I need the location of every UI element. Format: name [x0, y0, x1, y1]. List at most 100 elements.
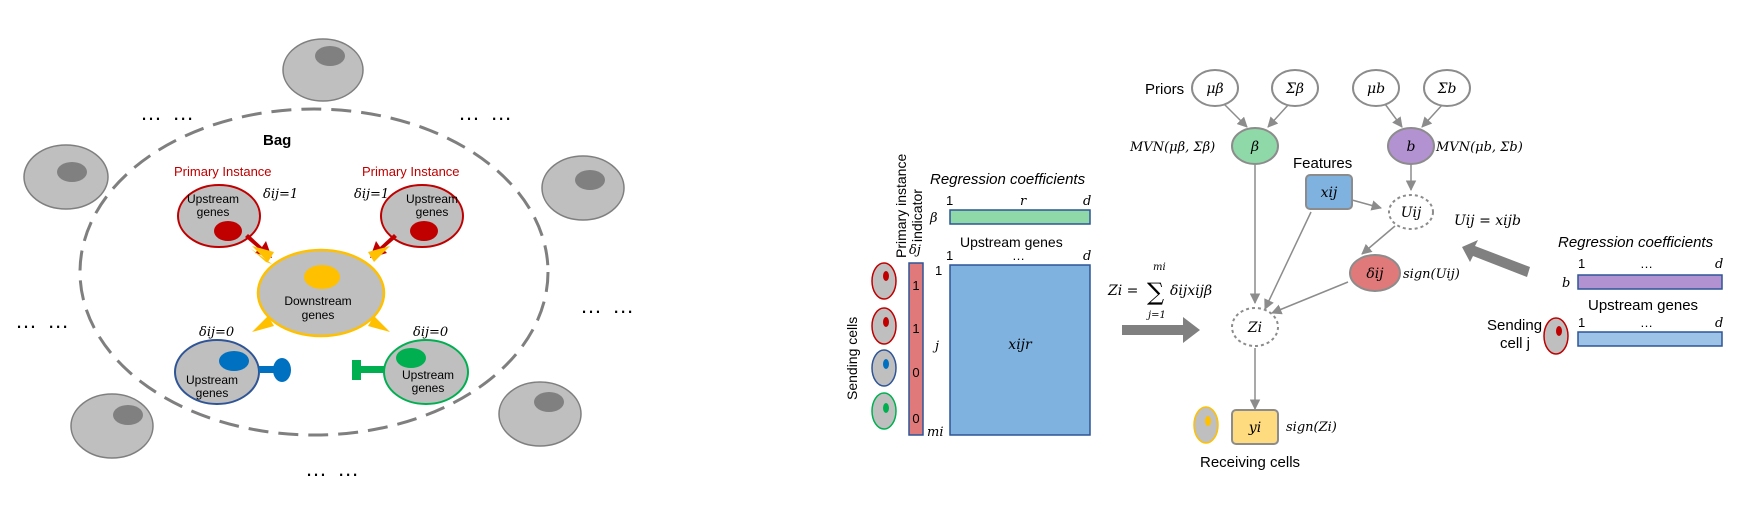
sending-cell-1 [871, 262, 897, 300]
middle-panel: Primary instance indicator Sending cells… [844, 154, 1091, 440]
ellipsis-top-left: … … [140, 100, 196, 125]
svg-text:β: β [1250, 139, 1259, 155]
sign-z-label: sign(Zi) [1286, 420, 1337, 435]
right-panel: Priors μβ Σβ μb Σb β MVN(μβ, Σβ) b MVN(μ… [1107, 69, 1723, 471]
delta-j-label: δj [909, 243, 921, 258]
sending-cell-label: Sending [1487, 317, 1542, 334]
svg-text:yi: yi [1248, 420, 1261, 436]
beta-bar [949, 209, 1091, 225]
outer-cells [23, 38, 625, 459]
svg-text:b: b [1407, 139, 1416, 155]
upstream-bar [1577, 331, 1723, 347]
mu-b-node: μb [1352, 69, 1400, 107]
b-idx-1: 1 [1578, 256, 1585, 271]
sending-cell-j-icon [1543, 317, 1569, 355]
outer-cell [70, 393, 154, 459]
beta-idx-r: r [1020, 194, 1027, 209]
matrix-idx-1-left: 1 [935, 263, 942, 278]
delta-zero-right: δij=0 [413, 325, 448, 340]
svg-text:Σb: Σb [1437, 81, 1457, 97]
b-bar [1577, 274, 1723, 290]
outer-cell [23, 144, 109, 210]
u-formula: Uij = xijb [1454, 213, 1521, 229]
svg-text:δijxijβ: δijxijβ [1170, 283, 1212, 299]
matrix-idx-j: j [932, 339, 939, 354]
left-panel: … … … … … … … … … … Bag Primary Instance… [15, 38, 634, 481]
outer-cell [282, 38, 364, 102]
primary-instance-right-label: Primary Instance [362, 164, 460, 179]
sending-cells-label: Sending cells [844, 317, 860, 400]
svg-text:δij: δij [1366, 266, 1384, 282]
indicator-value-3: 0 [912, 365, 919, 380]
features-label: Features [1293, 155, 1352, 172]
svg-text:xij: xij [1321, 185, 1338, 201]
sigma-b-node: Σb [1423, 69, 1471, 107]
primary-indicator-label-2: indicator [909, 189, 925, 242]
up-idx-d: d [1715, 316, 1723, 331]
up-hdots: … [1640, 315, 1653, 330]
green-cell: Upstream genes [352, 339, 469, 405]
ellipsis-left: … … [15, 308, 71, 333]
delta-one-left: δij=1 [263, 187, 298, 202]
delta-zero-left: δij=0 [199, 325, 234, 340]
sending-cell-2 [871, 307, 897, 345]
beta-node: β [1231, 127, 1279, 165]
mu-beta-node: μβ [1191, 69, 1239, 107]
bag-boundary [78, 107, 550, 437]
y-i-node: yi [1231, 409, 1279, 445]
big-arrow-right [1462, 240, 1530, 277]
right-upstream-genes-label: Upstream genes [1588, 297, 1698, 314]
outer-cell [541, 155, 625, 221]
indicator-value-1: 1 [912, 278, 919, 293]
beta-idx-1: 1 [946, 193, 953, 208]
svg-text:mi: mi [1153, 262, 1166, 273]
delta-one-right: δij=1 [354, 187, 389, 202]
mvn-b-label: MVN(μb, Σb) [1435, 140, 1523, 155]
downstream-genes-line1: Downstream [284, 294, 351, 308]
sending-cell-j-label: cell j [1500, 335, 1530, 352]
ellipsis-top-right: … … [458, 100, 514, 125]
sign-u-label: sign(Uij) [1403, 267, 1460, 282]
outer-cell [498, 381, 582, 447]
z-i-node: Zi [1231, 307, 1279, 347]
svg-text:μb: μb [1367, 81, 1385, 97]
matrix-idx-d: d [1083, 249, 1091, 264]
upstream-genes-label: Upstream genes [187, 192, 239, 219]
up-idx-1: 1 [1578, 315, 1585, 330]
right-regression-label: Regression coefficients [1558, 234, 1714, 251]
x-matrix [949, 264, 1091, 436]
indicator-value-4: 0 [912, 411, 919, 426]
matrix-idx-mi: mi [927, 425, 944, 440]
svg-text:j=1: j=1 [1146, 310, 1166, 321]
upstream-genes-header: Upstream genes [960, 234, 1063, 250]
priors-label: Priors [1145, 81, 1184, 98]
big-arrow-middle [1122, 317, 1200, 343]
mvn-beta-label: MVN(μβ, Σβ) [1129, 140, 1215, 155]
blue-cell: Upstream genes [174, 339, 291, 405]
beta-bar-label: β [929, 211, 938, 226]
svg-text:Σβ: Σβ [1285, 81, 1304, 97]
primary-instance-left-label: Primary Instance [174, 164, 272, 179]
b-hdots: … [1640, 256, 1653, 271]
b-idx-d: d [1715, 257, 1723, 272]
downstream-genes-line2: genes [302, 308, 335, 322]
u-ij-node: Uij [1388, 194, 1434, 230]
bag-label: Bag [263, 132, 291, 149]
primary-indicator-label-1: Primary instance [893, 154, 909, 258]
z-formula: Zi = ∑ mi j=1 δijxijβ [1107, 262, 1212, 321]
b-node: b [1387, 127, 1435, 165]
sending-cell-3 [871, 349, 897, 387]
ellipsis-bottom: … … [305, 456, 361, 481]
downstream-cell: Downstream genes [250, 246, 390, 338]
receiving-cells-label: Receiving cells [1200, 454, 1300, 471]
x-ij-node: xij [1305, 174, 1353, 210]
indicator-column [908, 262, 924, 436]
delta-ij-node: δij [1349, 254, 1401, 292]
indicator-value-2: 1 [912, 321, 919, 336]
svg-text:Uij: Uij [1401, 205, 1422, 221]
matrix-idx-1-top: 1 [946, 248, 953, 263]
regression-coefficients-label: Regression coefficients [930, 171, 1086, 188]
